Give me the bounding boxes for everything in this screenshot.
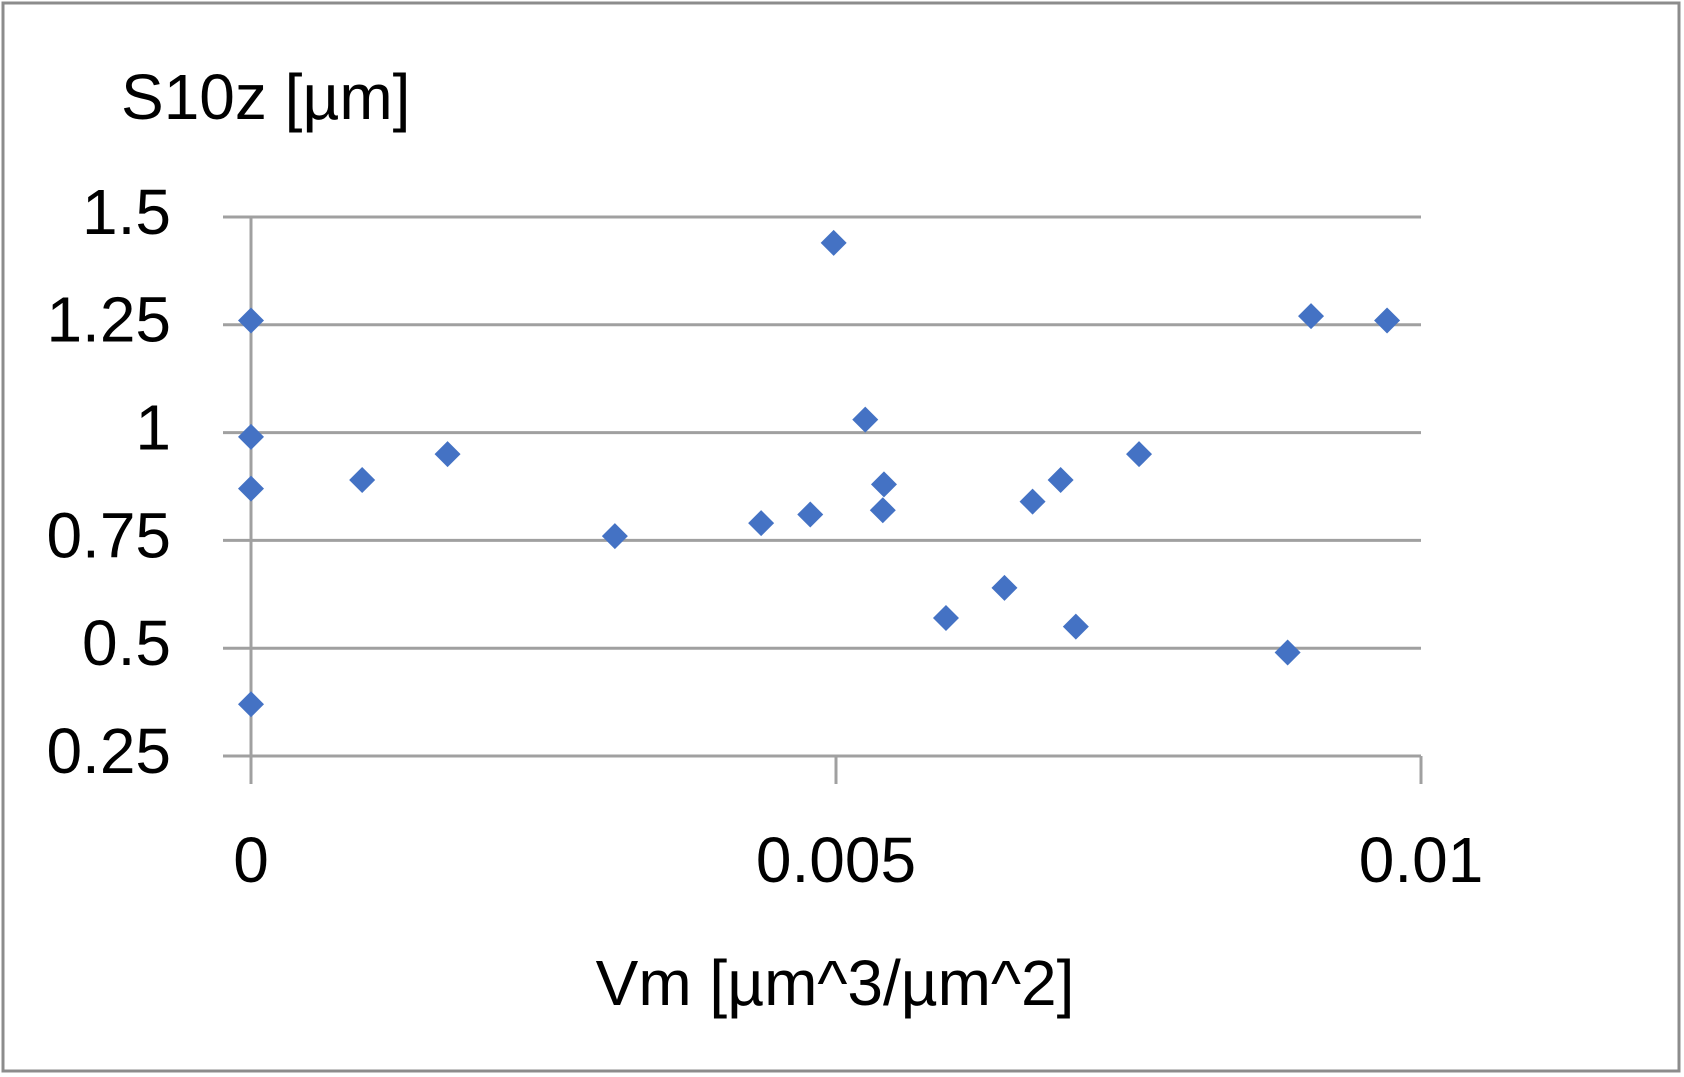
point — [932, 605, 959, 632]
point — [1019, 488, 1046, 515]
x-tick-label: 0.005 — [756, 824, 916, 896]
point — [870, 471, 897, 498]
point — [748, 510, 775, 537]
point — [1274, 639, 1301, 666]
y-tick-label: 0.75 — [46, 499, 171, 571]
y-tick-label: 1.5 — [82, 176, 171, 248]
y-axis-label: S10z [µm] — [121, 61, 410, 133]
point — [1374, 307, 1401, 334]
point — [797, 501, 824, 528]
point — [1126, 441, 1153, 468]
y-tick-label: 0.5 — [82, 607, 171, 679]
point — [1062, 613, 1089, 640]
point — [434, 441, 461, 468]
x-tick-label: 0.01 — [1359, 824, 1484, 896]
point — [991, 574, 1018, 601]
point — [820, 229, 847, 256]
point — [349, 467, 376, 494]
point — [601, 523, 628, 550]
point — [238, 307, 264, 334]
y-tick-label: 1 — [135, 392, 171, 464]
point — [1047, 467, 1074, 494]
point — [238, 423, 264, 450]
point — [852, 406, 879, 433]
y-tick-label: 1.25 — [46, 284, 171, 356]
point — [238, 691, 264, 718]
x-axis-label: Vm [µm^3/µm^2] — [596, 947, 1075, 1019]
y-tick-label: 0.25 — [46, 715, 171, 787]
point — [238, 475, 264, 502]
x-tick-label: 0 — [233, 824, 269, 896]
point — [1298, 303, 1325, 330]
point — [869, 497, 896, 524]
